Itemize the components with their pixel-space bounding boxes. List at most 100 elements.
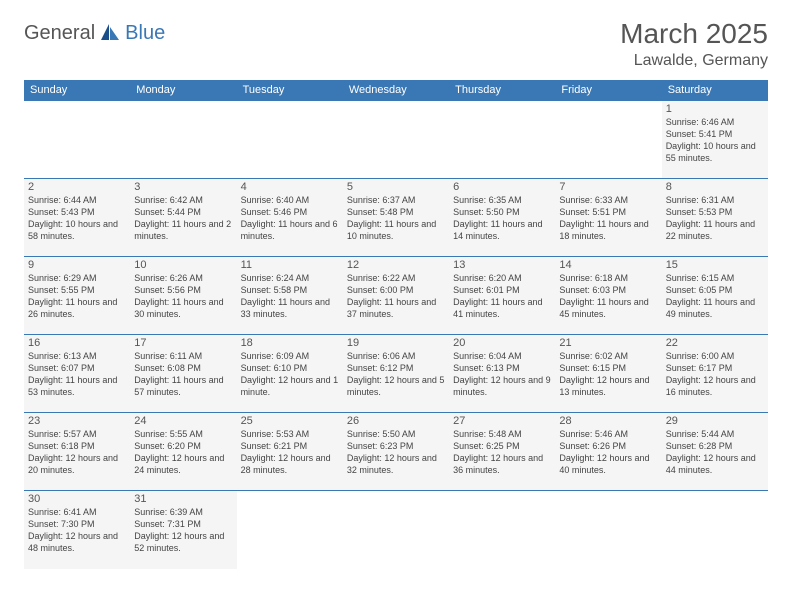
weekday-header-row: SundayMondayTuesdayWednesdayThursdayFrid…	[24, 80, 768, 101]
day-info: Sunrise: 6:42 AMSunset: 5:44 PMDaylight:…	[134, 194, 232, 243]
day-info: Sunrise: 6:39 AMSunset: 7:31 PMDaylight:…	[134, 506, 232, 555]
day-number: 23	[28, 415, 126, 427]
day-info: Sunrise: 6:37 AMSunset: 5:48 PMDaylight:…	[347, 194, 445, 243]
day-cell: 2Sunrise: 6:44 AMSunset: 5:43 PMDaylight…	[24, 179, 130, 257]
day-number: 16	[28, 337, 126, 349]
day-info: Sunrise: 6:20 AMSunset: 6:01 PMDaylight:…	[453, 272, 551, 321]
day-cell: 30Sunrise: 6:41 AMSunset: 7:30 PMDayligh…	[24, 491, 130, 569]
weekday-header: Monday	[130, 80, 236, 101]
logo-text-blue: Blue	[125, 22, 165, 45]
day-cell: 6Sunrise: 6:35 AMSunset: 5:50 PMDaylight…	[449, 179, 555, 257]
day-cell: 20Sunrise: 6:04 AMSunset: 6:13 PMDayligh…	[449, 335, 555, 413]
location-label: Lawalde, Germany	[620, 52, 768, 70]
empty-cell	[237, 101, 343, 179]
day-cell: 14Sunrise: 6:18 AMSunset: 6:03 PMDayligh…	[555, 257, 661, 335]
day-cell: 9Sunrise: 6:29 AMSunset: 5:55 PMDaylight…	[24, 257, 130, 335]
day-number: 5	[347, 181, 445, 193]
day-number: 14	[559, 259, 657, 271]
day-cell: 24Sunrise: 5:55 AMSunset: 6:20 PMDayligh…	[130, 413, 236, 491]
day-number: 6	[453, 181, 551, 193]
calendar-row: 23Sunrise: 5:57 AMSunset: 6:18 PMDayligh…	[24, 413, 768, 491]
day-info: Sunrise: 6:22 AMSunset: 6:00 PMDaylight:…	[347, 272, 445, 321]
day-number: 11	[241, 259, 339, 271]
sail-icon	[99, 22, 121, 45]
day-info: Sunrise: 6:24 AMSunset: 5:58 PMDaylight:…	[241, 272, 339, 321]
day-info: Sunrise: 5:44 AMSunset: 6:28 PMDaylight:…	[666, 428, 764, 477]
day-number: 21	[559, 337, 657, 349]
day-cell: 7Sunrise: 6:33 AMSunset: 5:51 PMDaylight…	[555, 179, 661, 257]
calendar-row: 9Sunrise: 6:29 AMSunset: 5:55 PMDaylight…	[24, 257, 768, 335]
day-number: 19	[347, 337, 445, 349]
day-info: Sunrise: 6:00 AMSunset: 6:17 PMDaylight:…	[666, 350, 764, 399]
day-number: 2	[28, 181, 126, 193]
day-number: 4	[241, 181, 339, 193]
empty-cell	[449, 491, 555, 569]
logo: General Blue	[24, 22, 165, 45]
empty-cell	[237, 491, 343, 569]
day-number: 26	[347, 415, 445, 427]
empty-cell	[130, 101, 236, 179]
day-cell: 3Sunrise: 6:42 AMSunset: 5:44 PMDaylight…	[130, 179, 236, 257]
day-number: 12	[347, 259, 445, 271]
day-info: Sunrise: 5:57 AMSunset: 6:18 PMDaylight:…	[28, 428, 126, 477]
day-cell: 28Sunrise: 5:46 AMSunset: 6:26 PMDayligh…	[555, 413, 661, 491]
day-number: 17	[134, 337, 232, 349]
day-number: 1	[666, 103, 764, 115]
day-info: Sunrise: 5:53 AMSunset: 6:21 PMDaylight:…	[241, 428, 339, 477]
day-number: 27	[453, 415, 551, 427]
day-cell: 10Sunrise: 6:26 AMSunset: 5:56 PMDayligh…	[130, 257, 236, 335]
day-info: Sunrise: 6:04 AMSunset: 6:13 PMDaylight:…	[453, 350, 551, 399]
day-cell: 22Sunrise: 6:00 AMSunset: 6:17 PMDayligh…	[662, 335, 768, 413]
day-info: Sunrise: 6:15 AMSunset: 6:05 PMDaylight:…	[666, 272, 764, 321]
empty-cell	[555, 491, 661, 569]
day-info: Sunrise: 6:18 AMSunset: 6:03 PMDaylight:…	[559, 272, 657, 321]
day-cell: 31Sunrise: 6:39 AMSunset: 7:31 PMDayligh…	[130, 491, 236, 569]
day-info: Sunrise: 6:41 AMSunset: 7:30 PMDaylight:…	[28, 506, 126, 555]
calendar-table: SundayMondayTuesdayWednesdayThursdayFrid…	[24, 80, 768, 569]
day-info: Sunrise: 6:06 AMSunset: 6:12 PMDaylight:…	[347, 350, 445, 399]
weekday-header: Tuesday	[237, 80, 343, 101]
day-number: 30	[28, 493, 126, 505]
header: General Blue March 2025 Lawalde, Germany	[24, 18, 768, 70]
empty-cell	[555, 101, 661, 179]
day-number: 13	[453, 259, 551, 271]
day-number: 10	[134, 259, 232, 271]
day-number: 7	[559, 181, 657, 193]
day-cell: 23Sunrise: 5:57 AMSunset: 6:18 PMDayligh…	[24, 413, 130, 491]
day-cell: 8Sunrise: 6:31 AMSunset: 5:53 PMDaylight…	[662, 179, 768, 257]
empty-cell	[662, 491, 768, 569]
calendar-row: 1Sunrise: 6:46 AMSunset: 5:41 PMDaylight…	[24, 101, 768, 179]
day-cell: 21Sunrise: 6:02 AMSunset: 6:15 PMDayligh…	[555, 335, 661, 413]
day-cell: 12Sunrise: 6:22 AMSunset: 6:00 PMDayligh…	[343, 257, 449, 335]
day-info: Sunrise: 6:26 AMSunset: 5:56 PMDaylight:…	[134, 272, 232, 321]
day-info: Sunrise: 6:46 AMSunset: 5:41 PMDaylight:…	[666, 116, 764, 165]
day-info: Sunrise: 5:50 AMSunset: 6:23 PMDaylight:…	[347, 428, 445, 477]
day-info: Sunrise: 6:31 AMSunset: 5:53 PMDaylight:…	[666, 194, 764, 243]
day-number: 22	[666, 337, 764, 349]
day-cell: 25Sunrise: 5:53 AMSunset: 6:21 PMDayligh…	[237, 413, 343, 491]
day-info: Sunrise: 6:09 AMSunset: 6:10 PMDaylight:…	[241, 350, 339, 399]
day-info: Sunrise: 6:02 AMSunset: 6:15 PMDaylight:…	[559, 350, 657, 399]
day-cell: 15Sunrise: 6:15 AMSunset: 6:05 PMDayligh…	[662, 257, 768, 335]
day-cell: 4Sunrise: 6:40 AMSunset: 5:46 PMDaylight…	[237, 179, 343, 257]
day-cell: 5Sunrise: 6:37 AMSunset: 5:48 PMDaylight…	[343, 179, 449, 257]
day-number: 28	[559, 415, 657, 427]
day-number: 31	[134, 493, 232, 505]
logo-text-general: General	[24, 22, 95, 45]
weekday-header: Thursday	[449, 80, 555, 101]
day-info: Sunrise: 5:46 AMSunset: 6:26 PMDaylight:…	[559, 428, 657, 477]
day-cell: 27Sunrise: 5:48 AMSunset: 6:25 PMDayligh…	[449, 413, 555, 491]
day-number: 20	[453, 337, 551, 349]
empty-cell	[449, 101, 555, 179]
empty-cell	[343, 491, 449, 569]
day-number: 24	[134, 415, 232, 427]
day-info: Sunrise: 6:44 AMSunset: 5:43 PMDaylight:…	[28, 194, 126, 243]
weekday-header: Sunday	[24, 80, 130, 101]
day-cell: 18Sunrise: 6:09 AMSunset: 6:10 PMDayligh…	[237, 335, 343, 413]
day-cell: 19Sunrise: 6:06 AMSunset: 6:12 PMDayligh…	[343, 335, 449, 413]
weekday-header: Saturday	[662, 80, 768, 101]
day-cell: 26Sunrise: 5:50 AMSunset: 6:23 PMDayligh…	[343, 413, 449, 491]
calendar-row: 2Sunrise: 6:44 AMSunset: 5:43 PMDaylight…	[24, 179, 768, 257]
day-info: Sunrise: 5:55 AMSunset: 6:20 PMDaylight:…	[134, 428, 232, 477]
day-info: Sunrise: 6:33 AMSunset: 5:51 PMDaylight:…	[559, 194, 657, 243]
